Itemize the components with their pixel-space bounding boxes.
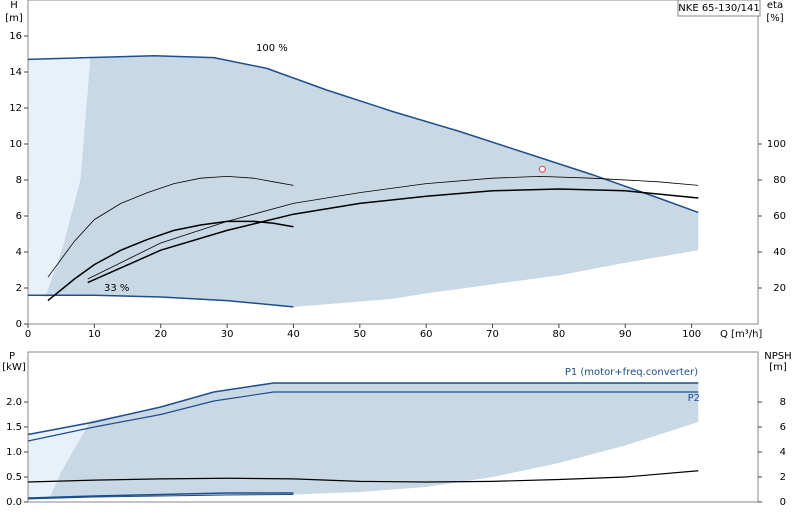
y-axis-unit: [kW] [2,362,26,373]
y-tick-label: 0.0 [6,497,22,508]
operating-range [49,383,699,497]
curve [87,188,699,284]
y-axis-label: H [10,0,18,11]
series-label: P2 [688,393,700,404]
chart-title: NKE 65-130/141 [678,3,759,14]
plots: 0 10 20 30 40 50 60 70 80 90 100024681012141620406… [6,0,786,508]
y-tick-label: 0.5 [6,472,22,483]
y-tick-label: 1.5 [6,422,22,433]
series-label: P1 (motor+freq.converter) [565,367,698,378]
y-axis-label: P [9,351,15,362]
y2-tick-label: 2 [780,472,786,483]
curve [87,175,699,280]
y2-axis-label: NPSH [764,351,791,362]
y2-tick-label: 8 [780,397,786,408]
y-axis-unit: [m] [5,13,23,24]
operating-range [45,55,699,307]
plot-frame [27,0,759,325]
x-tick-label: 100 [682,329,701,340]
y2-tick-label: 20 [773,283,786,294]
x-tick-label: 70 [486,329,499,340]
y2-tick-label: 6 [780,422,786,433]
curve [27,494,294,500]
x-tick-label: 0 [25,329,31,340]
y-tick-label: 16 [9,31,22,42]
x-tick-label: 90 [619,329,632,340]
x-axis-label: Q [m³/h] [720,329,762,340]
y-tick-label: 2.0 [6,397,22,408]
x-tick-label: 20 [154,329,167,340]
y-tick-label: 0 [16,319,22,330]
x-tick-label: 60 [420,329,433,340]
y2-axis-unit: [%] [766,13,783,24]
y-tick-label: 10 [9,139,22,150]
x-tick-label: 80 [553,329,566,340]
y2-tick-label: 0 [780,497,786,508]
y-tick-label: 8 [16,175,22,186]
annotation: 100 % [256,43,288,54]
annotation: 33 % [104,283,129,294]
curve [28,294,294,308]
title-box [677,0,761,17]
x-tick-label: 10 [88,329,101,340]
operating-range [28,421,91,497]
y2-tick-label: 100 [767,139,786,150]
y2-tick-label: 80 [773,175,786,186]
y-tick-label: 4 [16,247,22,258]
operating-range [28,57,91,297]
y-tick-label: 12 [9,103,22,114]
x-tick-label: 50 [353,329,366,340]
y2-axis-unit: [m] [769,362,787,373]
y-tick-label: 1.0 [6,447,22,458]
duty-point [538,165,546,173]
curve [27,492,294,499]
y2-tick-label: 60 [773,211,786,222]
y2-tick-label: 4 [780,447,786,458]
curve [47,175,294,278]
x-tick-label: 40 [287,329,300,340]
curve [27,382,699,436]
y-tick-label: 2 [16,283,22,294]
y-tick-label: 6 [16,211,22,222]
curve [27,391,699,442]
y-tick-label: 14 [9,67,22,78]
y2-tick-label: 40 [773,247,786,258]
curve [27,470,699,483]
y2-axis-label: eta [767,0,783,11]
x-tick-label: 30 [221,329,234,340]
